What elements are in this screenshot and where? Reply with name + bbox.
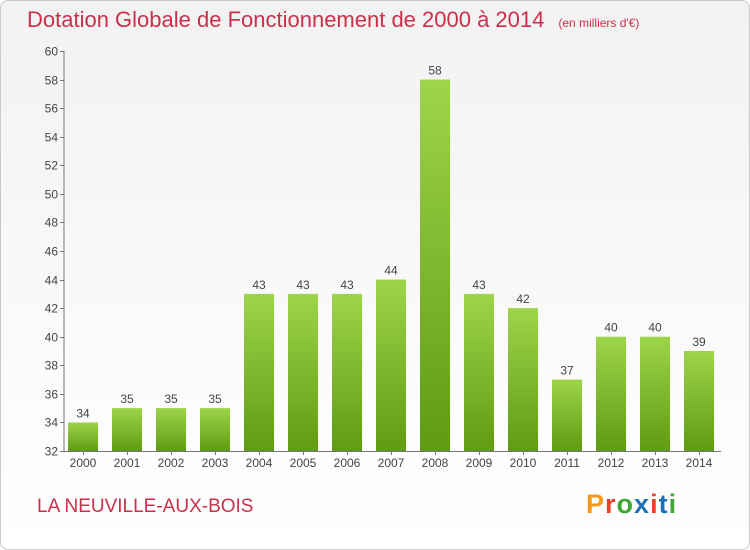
y-tick-label: 38 [45,359,59,373]
proxiti-logo: Proxiti [586,489,677,520]
data-label: 43 [296,278,310,292]
logo-letter: P [586,489,606,519]
logo-letter: x [634,489,651,519]
chart-title: Dotation Globale de Fonctionnement de 20… [27,7,639,33]
chart-unit: (en milliers d'€) [558,16,640,30]
data-label: 35 [120,392,134,406]
bar-2007 [376,279,406,451]
data-label: 40 [648,321,662,335]
x-tick-label: 2002 [158,456,185,470]
data-label: 35 [208,392,222,406]
y-tick-label: 58 [45,74,59,88]
x-tick-label: 2010 [510,456,537,470]
x-tick-label: 2014 [686,456,713,470]
y-tick-label: 48 [45,216,59,230]
data-label: 35 [164,392,178,406]
data-label: 58 [428,64,442,78]
bar-2011 [552,379,582,451]
y-tick-label: 32 [45,445,59,459]
x-tick-label: 2008 [422,456,449,470]
bar-2005 [288,293,318,451]
data-label: 42 [516,292,530,306]
x-tick-label: 2004 [246,456,273,470]
x-tick-label: 2000 [70,456,97,470]
data-label: 34 [76,406,90,420]
y-tick-label: 56 [45,102,59,116]
data-label: 39 [692,335,706,349]
bar-2006 [332,293,362,451]
logo-letter: i [668,489,678,519]
chart-title-text: Dotation Globale de Fonctionnement de 20… [27,7,545,32]
x-tick-label: 2012 [598,456,625,470]
y-tick-label: 42 [45,302,59,316]
y-tick-label: 54 [45,131,59,145]
x-tick-label: 2001 [114,456,141,470]
logo-letter: i [650,489,659,519]
x-tick-label: 2011 [554,456,580,470]
bar-2001 [112,408,142,451]
y-tick-label: 44 [45,274,59,288]
y-tick-label: 36 [45,388,59,402]
bar-2012 [596,336,626,451]
y-tick-label: 50 [45,188,59,202]
data-label: 43 [472,278,486,292]
data-label: 44 [384,264,398,278]
bar-2013 [640,336,670,451]
y-tick-label: 46 [45,245,59,259]
bar-2008 [420,79,450,452]
logo-letter: o [616,489,635,519]
bar-2009 [464,293,494,451]
logo-letter: t [658,489,669,519]
data-label: 40 [604,321,618,335]
y-tick-label: 52 [45,159,59,173]
y-tick-label: 34 [45,416,59,430]
bar-2002 [156,408,186,451]
x-tick-label: 2009 [466,456,493,470]
x-tick-label: 2013 [642,456,669,470]
logo-letter: r [605,489,617,519]
bar-2010 [508,308,538,451]
bar-2004 [244,293,274,451]
data-label: 43 [340,278,354,292]
bar-2000 [68,422,98,451]
x-tick-label: 2006 [334,456,361,470]
bar-2003 [200,408,230,451]
x-tick-label: 2007 [378,456,405,470]
bar-2014 [684,351,714,451]
data-label: 43 [252,278,266,292]
data-label: 37 [560,364,574,378]
x-tick-label: 2005 [290,456,317,470]
y-tick-label: 40 [45,331,59,345]
commune-name: LA NEUVILLE-AUX-BOIS [37,496,254,517]
y-tick-label: 60 [45,45,59,59]
x-tick-label: 2003 [202,456,229,470]
